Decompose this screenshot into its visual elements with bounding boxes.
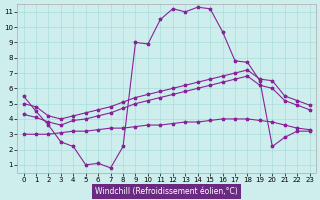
X-axis label: Windchill (Refroidissement éolien,°C): Windchill (Refroidissement éolien,°C)	[95, 187, 238, 196]
